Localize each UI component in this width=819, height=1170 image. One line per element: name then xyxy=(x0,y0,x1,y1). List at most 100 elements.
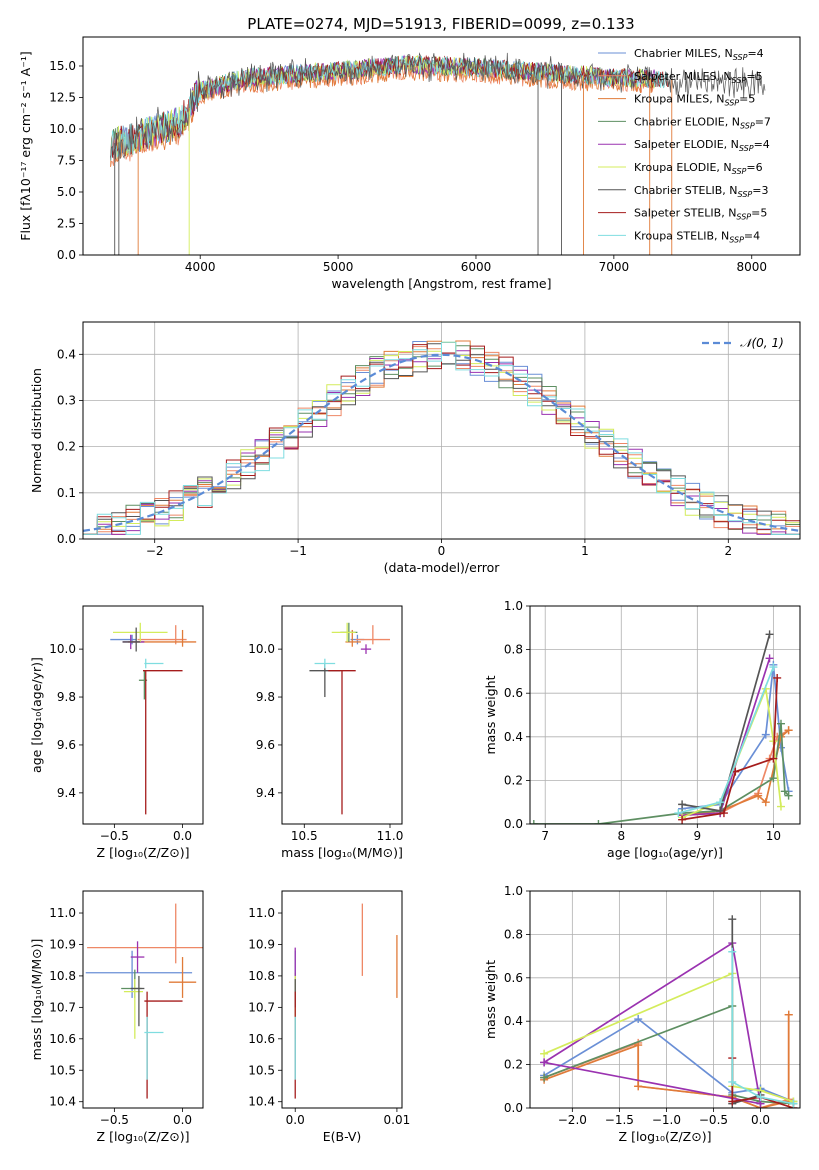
weight-point xyxy=(769,754,778,763)
x-tick-label: 0 xyxy=(438,544,446,558)
panel-mass-vs-metallicity: −0.5 0.0 10.4 10.5 10.6 10.7 10.8 10.9 11.0 Z [lo… xyxy=(29,890,204,1144)
x-tick-label: 0.01 xyxy=(384,1113,411,1127)
y-tick-label: 10.0 xyxy=(49,122,76,136)
weight-point xyxy=(784,726,793,735)
y-tick-label: 15.0 xyxy=(49,59,76,73)
weight-point xyxy=(728,915,737,924)
plot-area xyxy=(110,52,766,255)
x-tick-label: 0.0 xyxy=(173,1113,192,1127)
weight-point xyxy=(773,673,782,682)
y-tick-label: 0.4 xyxy=(504,730,523,744)
plot-area xyxy=(85,903,203,1099)
weight-point xyxy=(540,1073,549,1082)
y-tick-label: 10.4 xyxy=(49,1095,76,1109)
weight-point xyxy=(530,820,538,824)
y-axis-label: mass weight xyxy=(483,675,498,754)
y-tick-label: 10.0 xyxy=(49,642,76,656)
legend-label: Kroupa ELODIE, NSSP=6 xyxy=(634,161,763,176)
legend-label: Kroupa MILES, NSSP=5 xyxy=(634,93,755,108)
y-tick-label: 10.7 xyxy=(49,1000,76,1014)
weight-line xyxy=(681,634,771,812)
y-tick-label: 1.0 xyxy=(504,599,523,613)
weight-point xyxy=(789,1099,798,1108)
spectrum-line xyxy=(110,52,766,160)
axes-frame xyxy=(529,890,801,1109)
weight-line xyxy=(681,677,779,821)
y-tick-label: 9.6 xyxy=(57,738,76,752)
x-tick-label: −2 xyxy=(146,544,164,558)
legend-label: Kroupa STELIB, NSSP=4 xyxy=(634,229,760,244)
legend-label: Chabrier MILES, NSSP=4 xyxy=(634,47,764,62)
weight-line xyxy=(731,951,794,1105)
y-tick-label: 0.0 xyxy=(57,532,76,546)
weight-point xyxy=(634,1015,643,1024)
y-tick-label: 9.4 xyxy=(256,786,275,800)
y-tick-label: 10.6 xyxy=(49,1032,76,1046)
plot-area xyxy=(540,915,798,1108)
plot-area xyxy=(83,340,800,535)
plot-area xyxy=(309,622,390,815)
weight-point xyxy=(756,1093,765,1102)
x-axis-label: Z [log₁₀(Z/Z⊙)] xyxy=(97,845,190,860)
weight-point xyxy=(678,800,687,809)
y-tick-label: 10.9 xyxy=(248,937,275,951)
panel-age-vs-mass: 10.5 11.0 9.4 9.6 9.8 10.0 mass [log₁₀(M/M⊙)] xyxy=(248,605,404,860)
y-tick-label: 9.8 xyxy=(57,690,76,704)
legend-label: Chabrier ELODIE, NSSP=7 xyxy=(634,115,771,130)
y-tick-label: 0.6 xyxy=(504,686,523,700)
y-tick-label: 10.4 xyxy=(248,1095,275,1109)
y-tick-label: 10.9 xyxy=(49,937,76,951)
y-tick-label: 0.0 xyxy=(504,817,523,831)
x-tick-label: 10 xyxy=(766,829,781,843)
y-axis-label: mass weight xyxy=(483,960,498,1039)
weight-point xyxy=(594,820,603,824)
weight-line xyxy=(543,941,762,1105)
normal-curve xyxy=(83,353,800,532)
y-tick-label: 12.5 xyxy=(49,90,76,104)
figure-title: PLATE=0274, MJD=51913, FIBERID=0099, z=0… xyxy=(247,15,634,33)
y-tick-label: 5.0 xyxy=(57,185,76,199)
panel-weight-vs-age: 7 8 9 10 0.0 0.2 0.4 0.6 0.8 1.0 age [log₁₀(age/yr… xyxy=(483,599,801,860)
axes-frame xyxy=(82,36,801,256)
axes-frame xyxy=(281,605,403,825)
weight-point xyxy=(784,791,793,800)
x-tick-label: 6000 xyxy=(461,260,492,274)
y-tick-label: 0.2 xyxy=(504,773,523,787)
y-tick-label: 0.6 xyxy=(504,971,523,985)
y-tick-label: 10.6 xyxy=(248,1032,275,1046)
legend-label: Chabrier STELIB, NSSP=3 xyxy=(634,184,768,199)
x-tick-label: 2 xyxy=(724,544,732,558)
x-tick-label: −0.5 xyxy=(699,1113,728,1127)
x-tick-label: 9 xyxy=(694,829,702,843)
y-tick-label: 0.0 xyxy=(504,1101,523,1115)
x-axis-label: E(B-V) xyxy=(323,1129,362,1144)
y-tick-label: 10.5 xyxy=(248,1063,275,1077)
weight-point xyxy=(719,809,728,818)
x-tick-label: 11.0 xyxy=(377,829,404,843)
y-tick-label: 0.1 xyxy=(57,486,76,500)
axes-frame xyxy=(529,605,801,825)
x-tick-label: 8000 xyxy=(736,260,767,274)
y-tick-label: 11.0 xyxy=(248,906,275,920)
weight-point xyxy=(728,947,737,956)
y-tick-label: 0.8 xyxy=(504,643,523,657)
y-tick-label: 7.5 xyxy=(57,153,76,167)
weight-point xyxy=(769,774,778,783)
weight-point xyxy=(765,654,774,663)
y-tick-label: 0.0 xyxy=(57,248,76,262)
x-tick-label: 10.5 xyxy=(291,829,318,843)
y-axis-label: Flux [fλ10⁻¹⁷ erg cm⁻² s⁻¹ A⁻¹] xyxy=(18,51,33,240)
weight-point xyxy=(728,1097,737,1106)
weight-point xyxy=(761,798,770,807)
legend-label: Salpeter STELIB, NSSP=5 xyxy=(634,207,767,222)
y-tick-label: 2.5 xyxy=(57,216,76,230)
y-tick-label: 9.6 xyxy=(256,738,275,752)
x-axis-label: wavelength [Angstrom, rest frame] xyxy=(331,276,551,291)
legend-label: Salpeter MILES, NSSP=5 xyxy=(634,70,763,85)
x-tick-label: −1 xyxy=(289,544,307,558)
x-tick-label: −2.0 xyxy=(558,1113,587,1127)
y-tick-label: 10.8 xyxy=(248,969,275,983)
weight-point xyxy=(754,791,763,800)
x-axis-label: Z [log₁₀(Z/Z⊙)] xyxy=(97,1129,190,1144)
